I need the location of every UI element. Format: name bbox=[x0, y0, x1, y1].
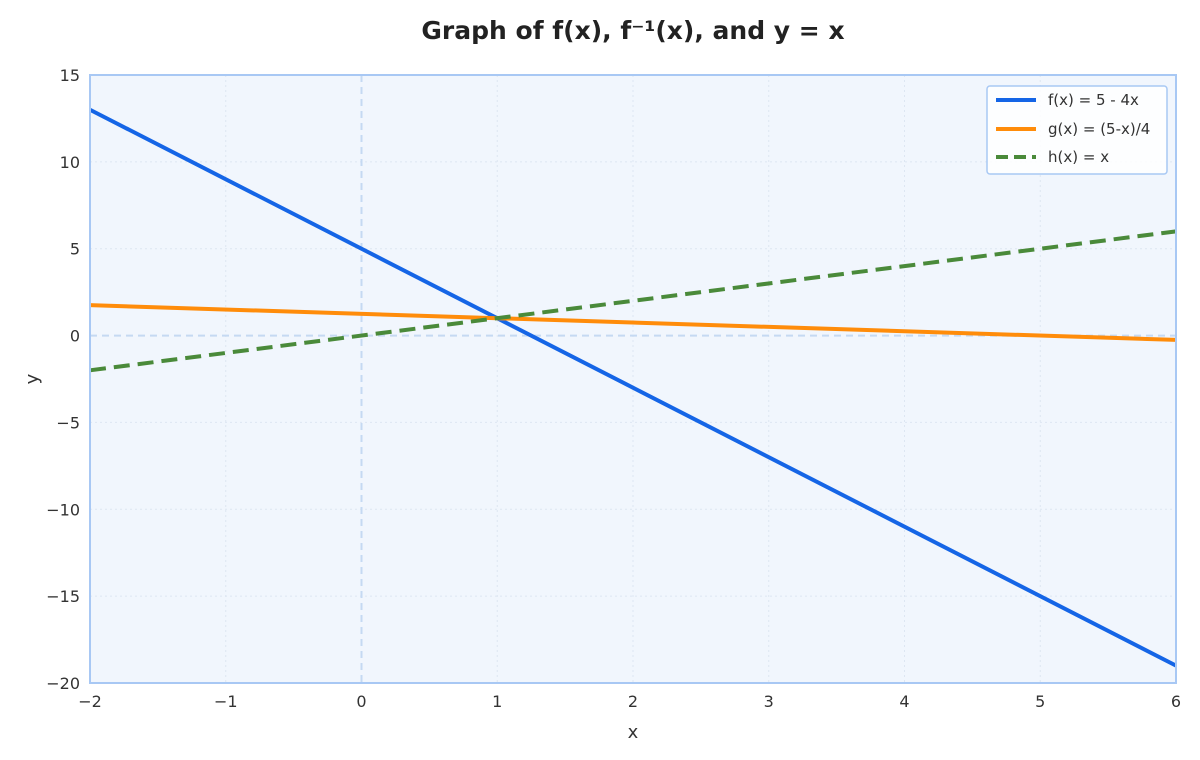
y-tick-label: 0 bbox=[70, 327, 80, 346]
x-tick-label: 4 bbox=[899, 692, 909, 711]
y-tick-label: −5 bbox=[56, 413, 80, 432]
x-tick-label: 3 bbox=[764, 692, 774, 711]
legend-label-g: g(x) = (5-x)/4 bbox=[1048, 120, 1150, 138]
series-line-h bbox=[89, 229, 1177, 373]
series-line-g bbox=[89, 303, 1177, 342]
x-tick-label: 1 bbox=[492, 692, 502, 711]
x-tick-label: 0 bbox=[356, 692, 366, 711]
plot-frame bbox=[89, 74, 1177, 684]
y-tick-label: −20 bbox=[46, 674, 80, 693]
series-lines bbox=[89, 107, 1177, 668]
y-tick-label: 5 bbox=[70, 240, 80, 259]
x-tick-labels: −2 −1 0 1 2 3 4 5 6 bbox=[78, 692, 1181, 711]
legend-box bbox=[986, 85, 1168, 175]
y-tick-label: 15 bbox=[60, 66, 80, 85]
x-tick-label: −2 bbox=[78, 692, 102, 711]
x-tick-label: 6 bbox=[1171, 692, 1181, 711]
series-line-f bbox=[89, 107, 1177, 668]
legend: f(x) = 5 - 4x g(x) = (5-x)/4 h(x) = x bbox=[986, 85, 1168, 175]
y-tick-labels: −20 −15 −10 −5 0 5 10 15 bbox=[46, 66, 80, 693]
y-tick-label: −10 bbox=[46, 500, 80, 519]
x-tick-label: −1 bbox=[214, 692, 238, 711]
legend-label-h: h(x) = x bbox=[1048, 148, 1109, 166]
chart-title: Graph of f(x), f⁻¹(x), and y = x bbox=[421, 16, 844, 45]
y-axis-label: y bbox=[22, 373, 43, 384]
y-tick-label: 10 bbox=[60, 153, 80, 172]
y-tick-label: −15 bbox=[46, 587, 80, 606]
legend-label-f: f(x) = 5 - 4x bbox=[1048, 91, 1139, 109]
x-tick-label: 5 bbox=[1035, 692, 1045, 711]
x-axis-label: x bbox=[628, 722, 639, 743]
x-tick-label: 2 bbox=[628, 692, 638, 711]
